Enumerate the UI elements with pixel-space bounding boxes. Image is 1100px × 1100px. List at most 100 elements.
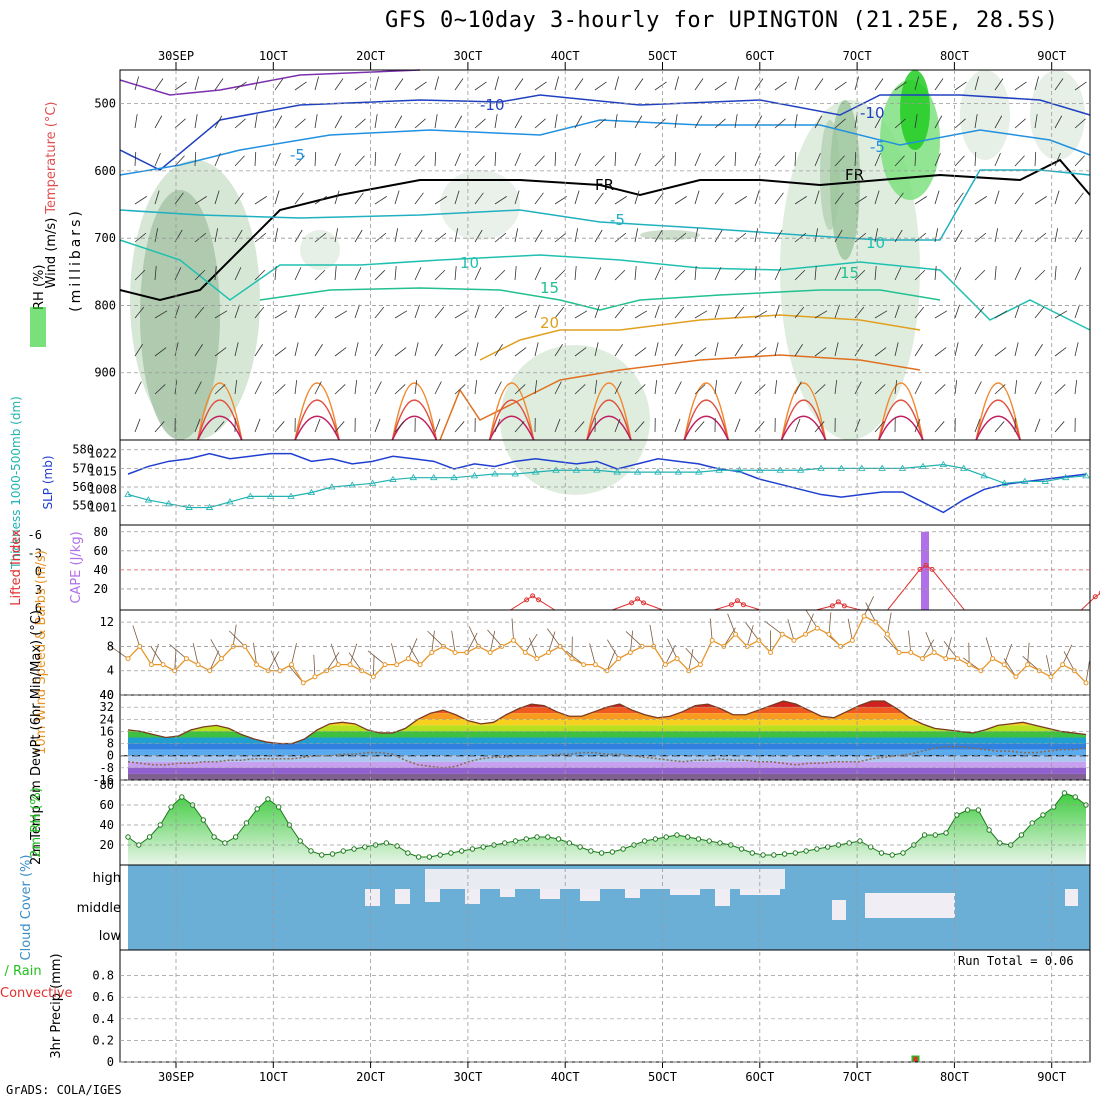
wind-barb xyxy=(634,347,647,357)
wind-barb xyxy=(134,151,137,167)
wind-barb xyxy=(914,232,927,243)
wind-barb xyxy=(514,421,525,433)
rh-marker xyxy=(243,820,250,826)
wind-barb xyxy=(654,81,667,91)
wind-barb xyxy=(454,190,460,205)
wind-barb xyxy=(234,155,245,167)
wind-barb xyxy=(254,344,263,357)
wind-barb xyxy=(1054,78,1064,91)
rh-marker xyxy=(846,840,852,846)
wind-barb-10m xyxy=(1003,643,1013,665)
wind-barb xyxy=(314,306,325,319)
wind-barb-10m xyxy=(529,637,538,659)
thickness-marker xyxy=(491,470,499,477)
wind-marker xyxy=(1013,674,1019,680)
wind-barb xyxy=(594,118,606,129)
wind-barb xyxy=(1034,114,1038,129)
thickness-marker xyxy=(430,473,438,481)
wind-barb xyxy=(874,384,886,395)
wind-barb xyxy=(414,380,418,395)
wind-barb xyxy=(554,306,565,319)
rh-marker xyxy=(405,850,411,856)
wind-barb-10m xyxy=(1003,658,1017,678)
wind-barb-10m xyxy=(625,631,643,647)
wind-barb xyxy=(274,190,280,205)
wind-barb xyxy=(754,310,768,319)
wind-barb xyxy=(394,78,404,91)
thickness-marker xyxy=(980,472,988,479)
wind-barb xyxy=(874,78,884,91)
li-line xyxy=(887,564,965,611)
wind-barb xyxy=(774,267,782,281)
wind-barb xyxy=(654,342,659,357)
wind-barb xyxy=(374,196,387,205)
wind-barb-10m xyxy=(1063,651,1075,671)
wind-barb xyxy=(434,114,438,129)
wind-barb xyxy=(794,232,807,243)
warm-arc xyxy=(294,382,340,441)
wind-barb-10m xyxy=(606,650,616,671)
thickness-marker xyxy=(593,466,601,473)
wind-barb xyxy=(634,78,644,91)
wind-barb-10m xyxy=(649,624,655,647)
wind-barb xyxy=(1074,229,1083,243)
temp-band xyxy=(128,773,1086,780)
wind-barb xyxy=(854,196,867,205)
wind-barb xyxy=(814,190,820,205)
wind-barb xyxy=(194,344,203,357)
wind-barb-10m xyxy=(629,630,634,653)
wind-barb xyxy=(274,266,277,281)
wind-barb xyxy=(694,152,701,167)
wind-barb xyxy=(914,306,925,319)
slp-tick: 1022 xyxy=(88,447,117,461)
wind-barb xyxy=(294,155,305,167)
slp-line xyxy=(127,452,1087,514)
wind-barb xyxy=(154,384,166,395)
wind-barb xyxy=(554,76,560,91)
rh-marker xyxy=(975,807,982,813)
rh-marker xyxy=(211,834,217,840)
wind-barb xyxy=(334,190,340,205)
wind-barb xyxy=(934,190,940,205)
wind-barb xyxy=(434,76,440,91)
rh-marker xyxy=(868,844,874,850)
wind-barb xyxy=(834,267,842,281)
wind-barb xyxy=(874,347,887,357)
wind-barb xyxy=(294,380,298,395)
wind-barb xyxy=(1014,380,1018,395)
wind-barb xyxy=(134,344,143,357)
wind-barb xyxy=(574,228,579,243)
wind-marker xyxy=(803,631,809,637)
temp-contour xyxy=(119,239,1091,331)
li-marker xyxy=(740,602,746,608)
rh-shading xyxy=(830,100,860,260)
wind-barb xyxy=(234,380,238,395)
wind-barb xyxy=(414,229,423,243)
wind-barb-10m xyxy=(468,626,479,647)
wind-barb xyxy=(714,342,719,357)
wind-barb-10m xyxy=(607,639,620,659)
rh-marker xyxy=(1018,832,1025,838)
wind-barb xyxy=(1034,196,1047,205)
wind-barb xyxy=(354,81,367,91)
wind-barb-10m xyxy=(886,612,892,635)
wind-barb-10m xyxy=(727,613,736,635)
wind-barb xyxy=(214,310,228,319)
wind-marker xyxy=(289,662,295,668)
wind-barb xyxy=(394,115,403,129)
li-marker xyxy=(1092,594,1098,600)
wind-barb xyxy=(454,384,466,395)
wind-barb xyxy=(934,266,937,281)
wind-barb-10m xyxy=(1022,655,1040,672)
thickness-marker xyxy=(898,464,907,471)
rh-marker xyxy=(308,848,314,854)
wind-barb xyxy=(774,342,779,357)
cloud-ylabel: Cloud Cover (%) xyxy=(19,855,34,961)
wind-barb xyxy=(834,118,846,129)
wind-marker xyxy=(452,650,458,655)
ylabel-temp: Temperature (°C) xyxy=(44,102,59,215)
wind-barb xyxy=(914,269,926,281)
warm-arc xyxy=(488,382,535,441)
wind-barb xyxy=(434,344,443,357)
wind-barb xyxy=(494,76,500,91)
